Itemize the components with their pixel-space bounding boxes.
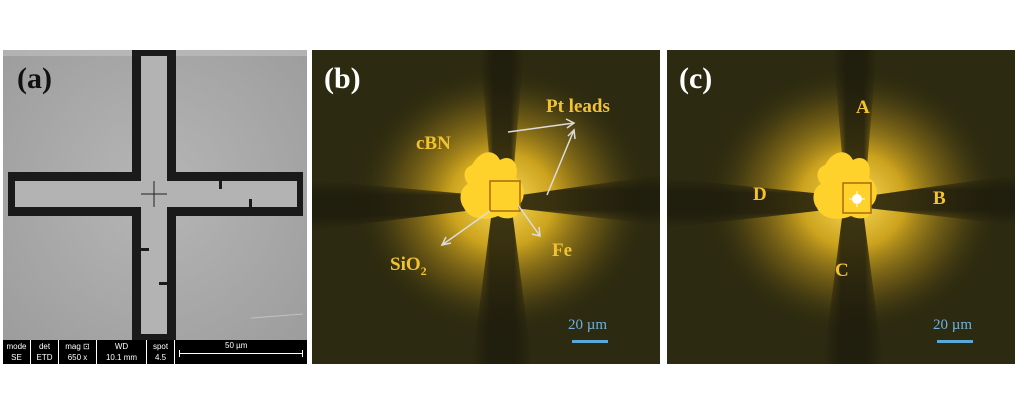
sem-scale-bar [179,350,303,357]
lead-bottom [823,210,883,364]
terminal-label-b: B [933,188,946,209]
terminal-label-d: D [753,184,767,205]
optical-micrograph-c [667,50,1015,364]
panel-label-c: (c) [679,62,713,95]
pt-lead-bottom [472,210,532,364]
center-box [842,182,872,214]
sample-flake [813,152,877,219]
label-cbn: cBN [416,133,451,154]
label-sio2-base: SiO [390,254,421,275]
optical-micrograph-b [312,50,660,364]
sem-scale-label: 50 µm [225,341,248,350]
lead-right [867,175,1015,225]
scale-label-c: 20 µm [933,317,973,333]
sem-info-bar: mode SE det ETD mag ⊡ 650 x WD 10.1 mm s… [3,340,307,364]
panel-label-b: (b) [324,62,361,95]
sem-micrograph [3,50,307,364]
label-pt-leads: Pt leads [546,96,610,117]
pt-lead-left [312,180,490,230]
optical-image-panel-c: (c) A B C D 20 µm [667,50,1015,364]
info-field-wd: WD 10.1 mm [97,340,147,364]
terminal-label-a: A [856,97,870,118]
info-field-mode: mode SE [3,340,31,364]
scale-bar-b [572,340,608,343]
sample-flake [460,152,524,219]
optical-image-panel-b: (b) Pt leads cBN SiO2 Fe 20 µm [312,50,660,364]
sem-image-panel: (a) mode SE det ETD mag ⊡ 650 x WD 10.1 … [3,50,307,364]
terminal-label-c: C [835,260,849,281]
annotation-arrows [440,118,576,247]
info-field-det: det ETD [31,340,59,364]
scale-bar-c [937,340,973,343]
label-fe: Fe [552,240,573,261]
info-field-spot: spot 4.5 [147,340,175,364]
center-box [489,180,521,212]
pt-lead-right [514,175,660,225]
label-sio2-subscript: 2 [420,263,427,278]
scale-label-b: 20 µm [568,317,608,333]
info-field-mag: mag ⊡ 650 x [59,340,97,364]
label-sio2: SiO2 [390,255,427,277]
lead-left [667,178,843,228]
panel-label-a: (a) [17,62,52,95]
